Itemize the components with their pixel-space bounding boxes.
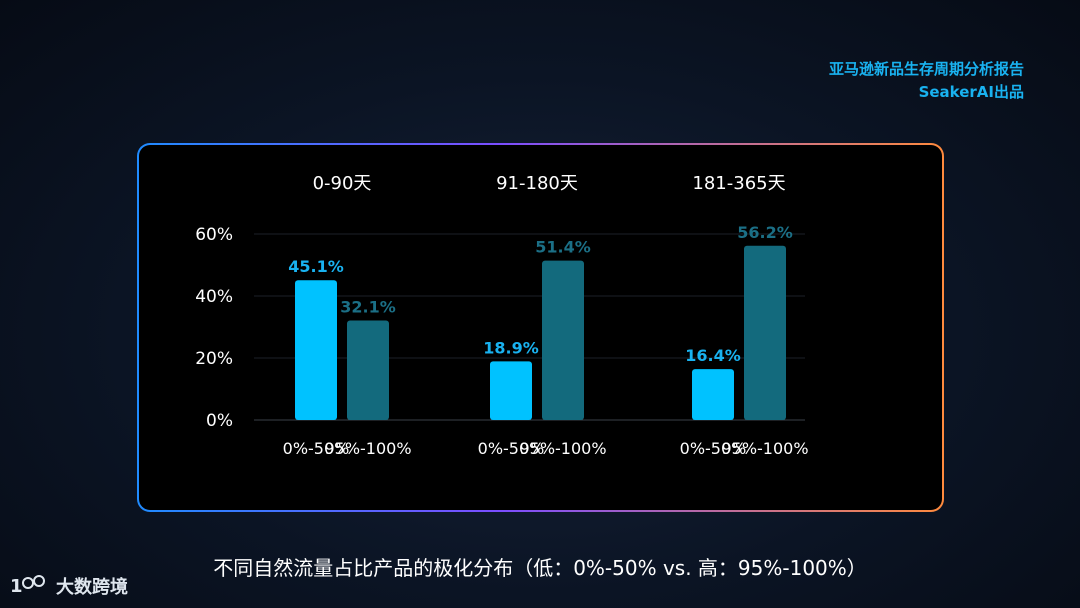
report-brand: 亚马逊新品生存周期分析报告 SeakerAI出品 [829, 58, 1024, 104]
100-logo-icon: 1 [10, 575, 45, 597]
y-tick-label: 60% [195, 225, 233, 245]
bar [542, 260, 584, 420]
x-tick-label: 0%-50% [478, 439, 545, 458]
bar [347, 320, 389, 420]
y-tick-label: 0% [206, 411, 233, 431]
bar-chart: 0% 20% 40% 60% 0-90天 45.1% 0%-50% 32.1% 95%-100%… [195, 173, 808, 458]
svg-text:1: 1 [10, 576, 23, 597]
chart-caption: 不同自然流量占比产品的极化分布（低：0%-50% vs. 高：95%-100%） [213, 556, 867, 580]
report-title: 亚马逊新品生存周期分析报告 [828, 60, 1024, 78]
group-title: 91-180天 [496, 173, 578, 194]
y-tick-label: 40% [195, 287, 233, 307]
data-label: 51.4% [535, 238, 591, 257]
logo-text: 大数跨境 [56, 577, 128, 598]
data-label: 32.1% [340, 297, 396, 316]
bar [692, 369, 734, 420]
data-label: 16.4% [685, 346, 741, 365]
bar [295, 280, 337, 420]
x-tick-label: 0%-50% [680, 439, 747, 458]
x-tick-label: 0%-50% [283, 439, 350, 458]
x-tick-label: 95%-100% [519, 439, 606, 458]
x-tick-label: 95%-100% [721, 439, 808, 458]
group-title: 0-90天 [313, 173, 372, 194]
logo: 1 大数跨境 [10, 572, 128, 600]
data-label: 45.1% [288, 257, 344, 276]
data-label: 18.9% [483, 338, 539, 357]
group-title: 181-365天 [692, 173, 785, 194]
bar [744, 245, 786, 420]
y-tick-label: 20% [195, 349, 233, 369]
data-label: 56.2% [737, 223, 793, 242]
x-tick-label: 95%-100% [324, 439, 411, 458]
bar [490, 361, 532, 420]
chart-panel [137, 143, 944, 512]
producer-label: SeakerAI出品 [918, 83, 1024, 101]
